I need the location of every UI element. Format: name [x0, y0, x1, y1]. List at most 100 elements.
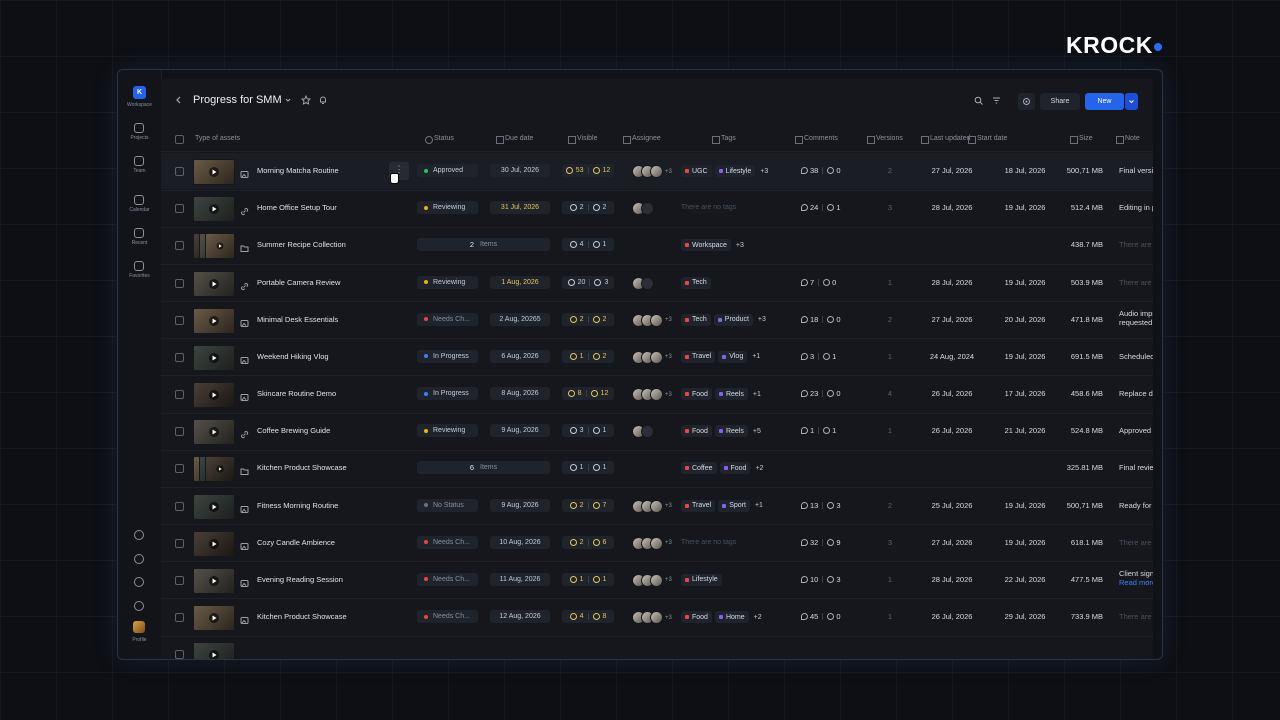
comments[interactable]: 13 3 [801, 499, 841, 512]
status-pill[interactable]: Reviewing [417, 201, 478, 215]
search-icon[interactable] [974, 96, 983, 105]
assignees[interactable] [632, 276, 654, 290]
tag[interactable]: Food [681, 388, 712, 401]
row-checkbox[interactable] [175, 241, 184, 251]
tag[interactable]: Travel [681, 499, 716, 512]
column-header[interactable]: Due date [505, 135, 534, 142]
due-date[interactable]: 2 Aug, 20265 [490, 312, 550, 326]
row-checkbox[interactable] [175, 278, 184, 288]
row-checkbox[interactable] [175, 352, 184, 362]
asset-thumbnail[interactable] [193, 159, 235, 185]
status-pill[interactable]: Needs Ch... [417, 572, 478, 586]
visible-pill[interactable]: 20 3 [562, 275, 614, 289]
note[interactable]: Approved t [1119, 426, 1153, 436]
column-header[interactable]: Start date [977, 135, 1008, 142]
sidebar-label[interactable]: Calendar [129, 207, 150, 213]
row-checkbox[interactable] [175, 501, 184, 511]
note[interactable]: Audio impr [1119, 308, 1153, 318]
sidebar-label[interactable]: Favorites [129, 273, 150, 279]
sidebar-icon[interactable] [134, 195, 144, 205]
sidebar-label[interactable]: Workspace [127, 102, 152, 108]
new-dropdown[interactable] [1125, 93, 1138, 110]
asset-thumbnail[interactable] [193, 605, 235, 632]
assignees[interactable]: +3 [632, 536, 672, 550]
status-pill[interactable]: Needs Ch... [417, 610, 478, 624]
status-pill[interactable]: Needs Ch... [417, 535, 478, 549]
more-tags[interactable]: +3 [735, 241, 744, 249]
column-header[interactable]: Tags [721, 135, 736, 142]
column-header[interactable]: Size [1079, 135, 1093, 142]
note[interactable]: Client sign [1119, 568, 1153, 578]
due-date[interactable]: 10 Aug, 2026 [490, 535, 550, 549]
status-pill[interactable]: Needs Ch... [417, 312, 478, 326]
column-header[interactable]: Versions [876, 135, 903, 142]
tag[interactable]: UGC [681, 165, 712, 177]
sidebar-tool-icon[interactable] [134, 577, 144, 587]
comments[interactable]: 18 0 [801, 313, 841, 326]
note[interactable]: Final versio [1119, 166, 1153, 175]
status-pill[interactable]: Approved [417, 164, 478, 177]
note[interactable]: Replace dr [1119, 389, 1153, 399]
assignees[interactable]: +3 [632, 573, 672, 587]
note[interactable]: Scheduled [1119, 351, 1153, 361]
status-pill[interactable]: In Progress [417, 349, 478, 363]
row-checkbox[interactable] [175, 464, 184, 474]
column-header[interactable]: Type of assets [195, 135, 241, 142]
tag[interactable]: Coffee [681, 462, 717, 475]
asset-name[interactable]: Coffee Brewing Guide [257, 426, 331, 436]
row-checkbox[interactable] [175, 204, 184, 214]
note[interactable]: There are n [1119, 612, 1153, 622]
row-checkbox[interactable] [175, 315, 184, 325]
title-caret[interactable] [284, 96, 292, 104]
asset-name[interactable]: Minimal Desk Essentials [257, 314, 339, 324]
more-tags[interactable]: +3 [757, 316, 766, 324]
row-checkbox[interactable] [175, 390, 184, 400]
items-pill[interactable]: 2 Items [417, 238, 550, 252]
asset-thumbnail[interactable] [193, 493, 235, 520]
due-date[interactable]: 1 Aug, 2026 [490, 275, 550, 289]
asset-thumbnail[interactable] [193, 270, 235, 297]
tag[interactable]: Workspace [681, 239, 731, 252]
note[interactable]: There are n [1119, 537, 1153, 547]
column-header[interactable]: Visible [577, 135, 598, 142]
tag[interactable]: Lifestyle [681, 573, 722, 586]
tag[interactable]: Product [713, 313, 753, 326]
tag[interactable]: Lifestyle [714, 165, 756, 177]
tag[interactable]: Food [719, 462, 751, 475]
more-tags[interactable]: +2 [755, 464, 764, 472]
due-date[interactable]: 11 Aug, 2026 [490, 572, 550, 586]
sidebar-icon[interactable] [134, 228, 144, 238]
visible-pill[interactable]: 53 12 [562, 164, 614, 177]
column-header[interactable]: Status [434, 135, 454, 142]
assignees[interactable]: +3 [632, 388, 672, 402]
asset-thumbnail[interactable] [193, 642, 235, 659]
due-date[interactable]: 31 Jul, 2026 [490, 201, 550, 215]
sidebar-icon[interactable] [134, 156, 144, 166]
asset-name[interactable]: Portable Camera Review [257, 277, 341, 287]
due-date[interactable]: 9 Aug, 2026 [490, 498, 550, 512]
note[interactable]: There are n [1119, 240, 1153, 250]
due-date[interactable]: 9 Aug, 2026 [490, 424, 550, 438]
comments[interactable]: 32 9 [801, 536, 841, 549]
tag[interactable]: Reels [714, 425, 748, 438]
note[interactable]: There are n [1119, 277, 1153, 287]
asset-thumbnail[interactable] [193, 196, 235, 223]
status-pill[interactable]: Reviewing [417, 275, 478, 289]
note[interactable]: Editing in p [1119, 203, 1153, 213]
tag[interactable]: Home [714, 611, 749, 624]
asset-name[interactable]: Morning Matcha Routine [257, 166, 339, 175]
row-checkbox[interactable] [175, 538, 184, 548]
more-tags[interactable]: +5 [752, 427, 761, 435]
tag[interactable]: Food [681, 425, 712, 438]
